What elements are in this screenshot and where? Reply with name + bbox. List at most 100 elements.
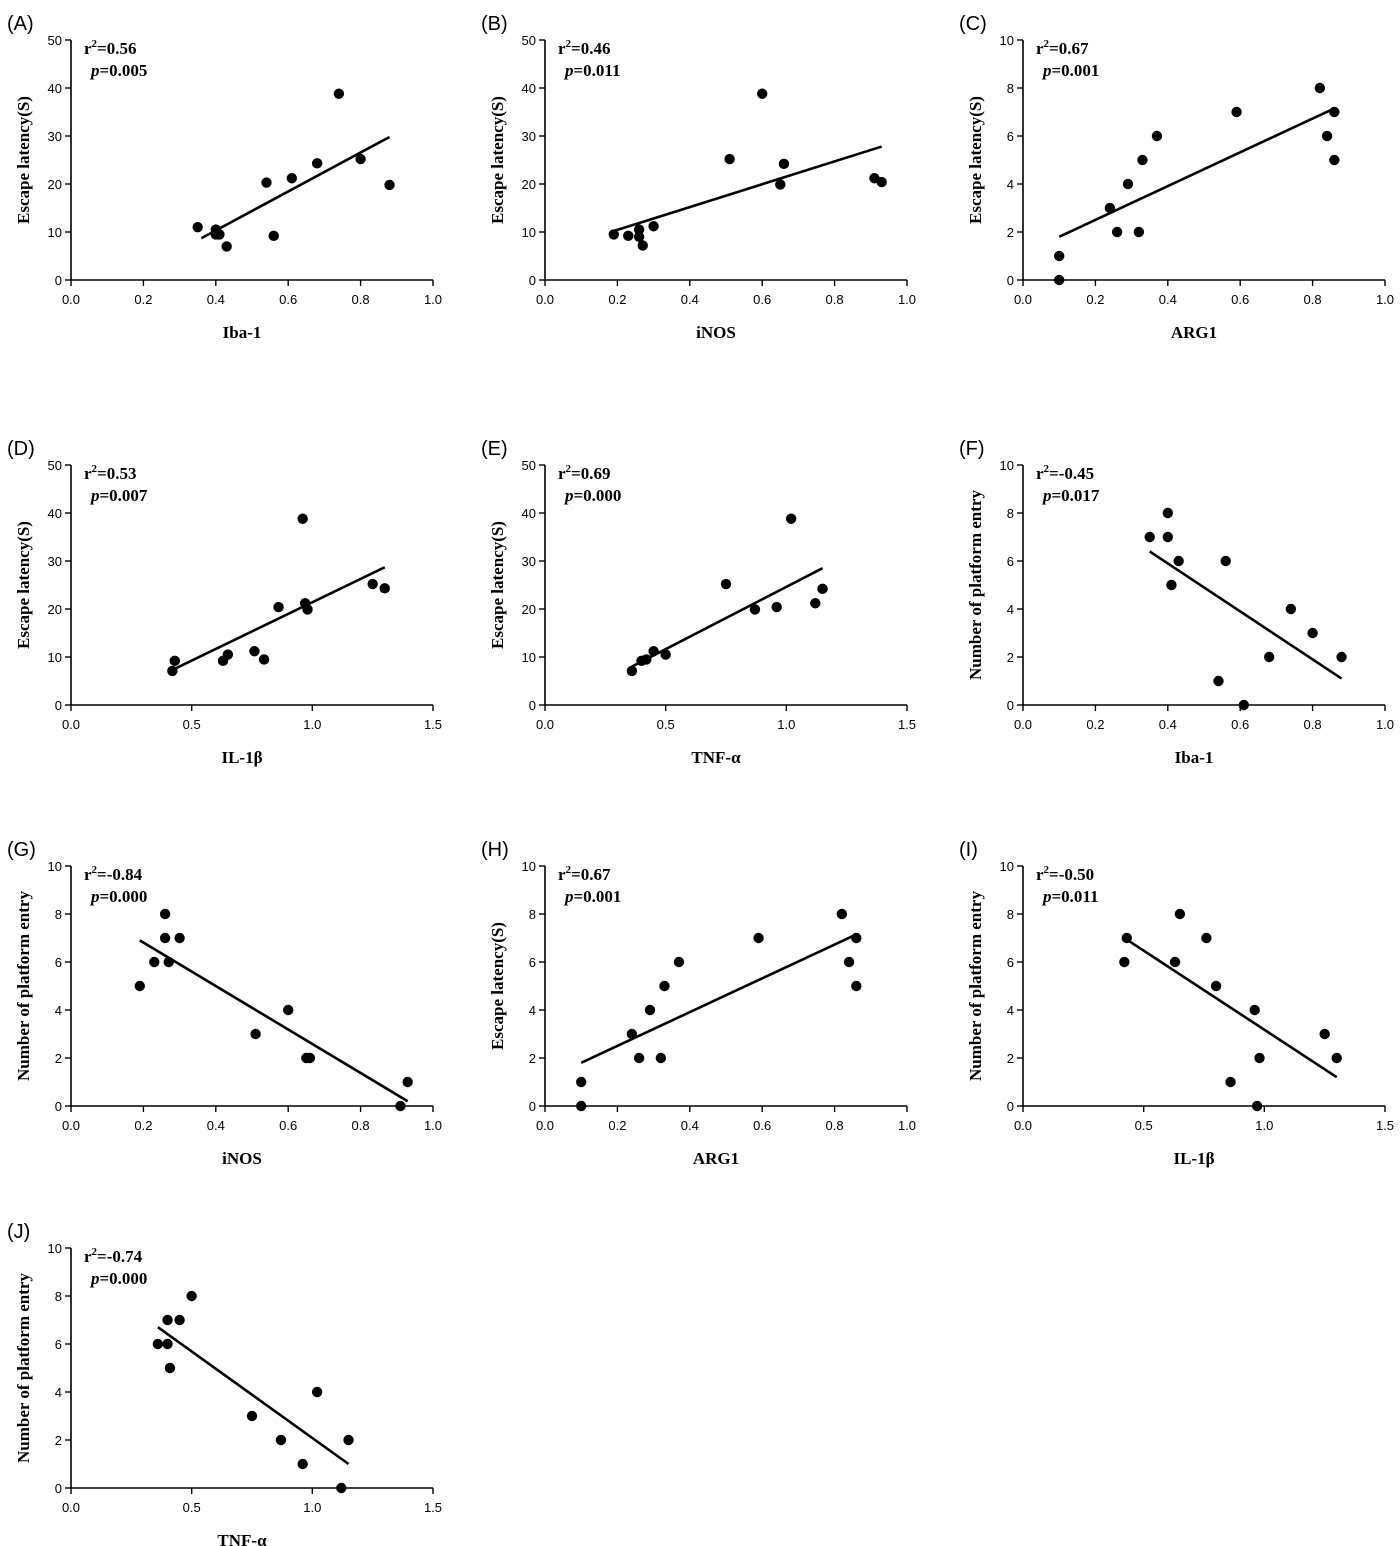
panel-a-y-tick-label: 40	[48, 81, 62, 96]
panel-d-data-point	[249, 646, 260, 657]
panel-g-data-point	[283, 1004, 294, 1016]
panel-b-data-point	[637, 240, 648, 251]
panel-d-x-tick-label: 0.0	[62, 717, 80, 732]
panel-j-data-point	[246, 1410, 258, 1422]
panel-a-y-tick-label: 20	[48, 177, 62, 192]
panel-c-data-point	[1104, 202, 1116, 214]
panel-a-x-tick-label: 0.2	[134, 292, 152, 307]
panel-f-y-tick-label: 0	[1007, 698, 1014, 713]
panel-j-p-label: p=0.000	[89, 1269, 147, 1288]
panel-a-x-tick-label: 0.4	[207, 292, 225, 307]
panel-d-letter: (D)	[7, 438, 35, 460]
panel-g-y-tick-label: 2	[55, 1051, 62, 1066]
panel-i-y-tick-label: 10	[1000, 859, 1014, 874]
panel-a-r2-label: r2=0.56	[84, 38, 136, 58]
panel-i-data-point	[1249, 1004, 1260, 1016]
panel-b-data-point	[648, 221, 659, 232]
panel-h-data-point	[644, 1004, 656, 1016]
panel-b-x-axis-title: iNOS	[696, 323, 736, 342]
panel-f-data-point	[1238, 699, 1250, 711]
panel-f-data-point	[1173, 555, 1184, 567]
panel-i-data-point	[1169, 956, 1181, 968]
panel-a-x-axis-title: Iba-1	[223, 323, 262, 342]
panel-a-data-point	[192, 222, 203, 233]
panel-c-data-point	[1111, 226, 1123, 238]
panel-c-x-axis-title: ARG1	[1171, 323, 1217, 342]
panel-f-regression-line	[1148, 550, 1343, 680]
panel-g-x-tick-label: 0.0	[62, 1118, 80, 1133]
panel-j-data-point	[162, 1314, 173, 1326]
panel-i-x-axis-title: IL-1β	[1173, 1149, 1214, 1168]
panel-h-x-tick-label: 1.0	[898, 1118, 916, 1133]
panel-i-x-tick-label: 1.0	[1255, 1118, 1273, 1133]
panel-j-x-tick-label: 1.5	[424, 1500, 442, 1515]
panel-g-data-point	[304, 1052, 316, 1064]
panel-e-p-label: p=0.000	[563, 486, 621, 505]
panel-a-data-point	[214, 229, 225, 240]
panel-a-y-tick-label: 50	[48, 33, 62, 48]
panel-b-y-tick-label: 50	[522, 33, 536, 48]
panel-g-letter: (G)	[7, 839, 36, 861]
panel-f-data-point	[1213, 675, 1224, 687]
panel-i-y-tick-label: 2	[1007, 1051, 1014, 1066]
panel-c-x-tick-label: 0.4	[1159, 292, 1177, 307]
panel-i-data-point	[1210, 980, 1222, 992]
panel-h-x-tick-label: 0.2	[608, 1118, 626, 1133]
panel-h-letter: (H)	[481, 839, 509, 861]
panel-d-data-point	[379, 583, 390, 594]
panel-f-y-tick-label: 6	[1007, 554, 1014, 569]
panel-e-data-point	[810, 598, 821, 609]
panel-g-p-label: p=0.000	[89, 887, 147, 906]
panel-f-x-tick-label: 0.6	[1231, 717, 1249, 732]
panel-i-y-tick-label: 4	[1007, 1003, 1014, 1018]
panel-b-data-point	[623, 230, 634, 242]
panel-f-y-tick-label: 8	[1007, 506, 1014, 521]
panel-e-data-point	[749, 604, 761, 615]
panel-f-data-point	[1162, 507, 1174, 519]
panel-b-letter: (B)	[481, 13, 508, 35]
panel-f: (F) 0.0 0.2 0.4 0.6 0.8 1.0 0 2 4 6 8 10 Iba-1 Number …	[959, 438, 1394, 767]
panel-g-r2-label: r2=-0.84	[84, 864, 143, 884]
panel-a-data-point	[221, 241, 232, 252]
panel-f-y-tick-label: 10	[1000, 458, 1014, 473]
panel-g-y-tick-label: 6	[55, 955, 62, 970]
panel-c-data-point	[1314, 82, 1326, 94]
panel-h-x-tick-label: 0.0	[536, 1118, 554, 1133]
panel-a-data-point	[268, 230, 279, 242]
panel-d: (D) 0.0 0.5 1.0 1.5 0 10 20 30 40 50 IL-1β Escape la…	[7, 438, 442, 767]
panel-h-data-point	[626, 1028, 638, 1040]
panel-i-regression-line	[1123, 936, 1338, 1079]
panel-c-data-point	[1122, 178, 1134, 190]
panel-a-x-tick-label: 1.0	[424, 292, 442, 307]
panel-a-y-tick-label: 10	[48, 225, 62, 240]
panel-f-y-tick-label: 4	[1007, 602, 1014, 617]
panel-c-y-axis-title: Escape latency(S)	[966, 96, 985, 224]
panel-e-y-tick-label: 20	[522, 602, 536, 617]
panel-h-x-tick-label: 0.6	[753, 1118, 771, 1133]
panel-c-data-point	[1321, 130, 1333, 142]
panel-a-y-tick-label: 30	[48, 129, 62, 144]
panel-b-y-tick-label: 40	[522, 81, 536, 96]
panel-c-x-tick-label: 0.6	[1231, 292, 1249, 307]
panel-j-data-point	[275, 1434, 287, 1446]
panel-f-x-tick-label: 0.4	[1159, 717, 1177, 732]
panel-i-data-point	[1121, 932, 1132, 944]
panel-f-x-tick-label: 0.0	[1014, 717, 1032, 732]
panel-j-data-point	[336, 1482, 347, 1494]
panel-j-letter: (J)	[7, 1221, 30, 1243]
panel-b-p-label: p=0.011	[563, 61, 621, 80]
panel-h-data-point	[851, 932, 862, 944]
panel-i-data-point	[1254, 1052, 1265, 1064]
panel-d-data-point	[169, 655, 180, 667]
panel-f-y-axis-title: Number of platform entry	[966, 490, 985, 680]
panel-h-data-point	[659, 980, 670, 992]
panel-g-x-tick-label: 1.0	[424, 1118, 442, 1133]
panel-b-x-tick-label: 0.6	[753, 292, 771, 307]
panel-e-y-tick-label: 30	[522, 554, 536, 569]
panel-h-data-point	[851, 980, 862, 992]
panel-f-data-point	[1220, 555, 1231, 567]
panel-h-y-tick-label: 4	[529, 1003, 536, 1018]
panel-h-y-axis-title: Escape latency(S)	[488, 922, 507, 1050]
panel-e-data-point	[660, 649, 671, 660]
panel-d-x-tick-label: 1.5	[424, 717, 442, 732]
